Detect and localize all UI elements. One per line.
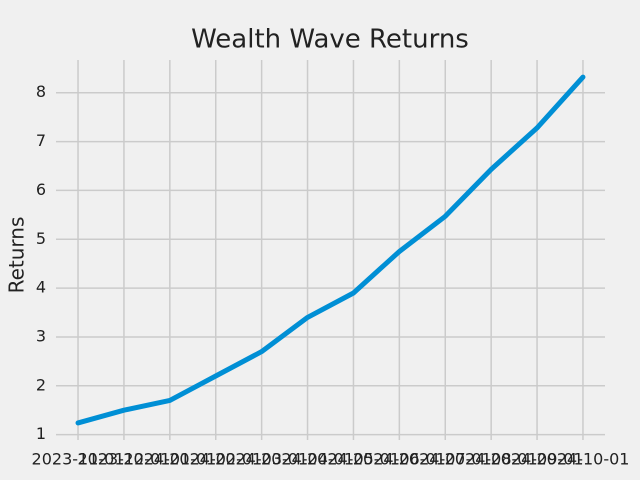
x-tick-label: 2024-06-01 xyxy=(353,450,446,469)
x-tick-label: 2023-12-01 xyxy=(77,450,170,469)
y-tick-label: 8 xyxy=(36,82,46,101)
x-tick-label: 2024-01-01 xyxy=(123,450,216,469)
y-tick-label: 5 xyxy=(36,229,46,248)
x-tick-label: 2024-07-01 xyxy=(399,450,492,469)
x-tick-label: 2024-04-01 xyxy=(261,450,354,469)
x-tick-label: 2024-03-01 xyxy=(215,450,308,469)
x-tick-label: 2024-10-01 xyxy=(536,450,629,469)
x-tick-label: 2024-02-01 xyxy=(169,450,262,469)
y-tick-label: 3 xyxy=(36,326,46,345)
y-tick-label: 1 xyxy=(36,424,46,443)
y-axis-label: Returns xyxy=(5,217,29,294)
x-tick-label: 2024-08-01 xyxy=(445,450,538,469)
y-tick-label: 4 xyxy=(36,278,46,297)
y-tick-label: 2 xyxy=(36,375,46,394)
y-tick-label: 7 xyxy=(36,131,46,150)
x-tick-label: 2023-11-01 xyxy=(32,450,125,469)
chart-title: Wealth Wave Returns xyxy=(191,25,469,55)
line xyxy=(75,74,586,426)
x-tick-label: 2024-05-01 xyxy=(307,450,400,469)
x-tick-label: 2024-09-01 xyxy=(491,450,584,469)
y-tick-label: 6 xyxy=(36,180,46,199)
x-axis-label: Date xyxy=(306,477,354,480)
